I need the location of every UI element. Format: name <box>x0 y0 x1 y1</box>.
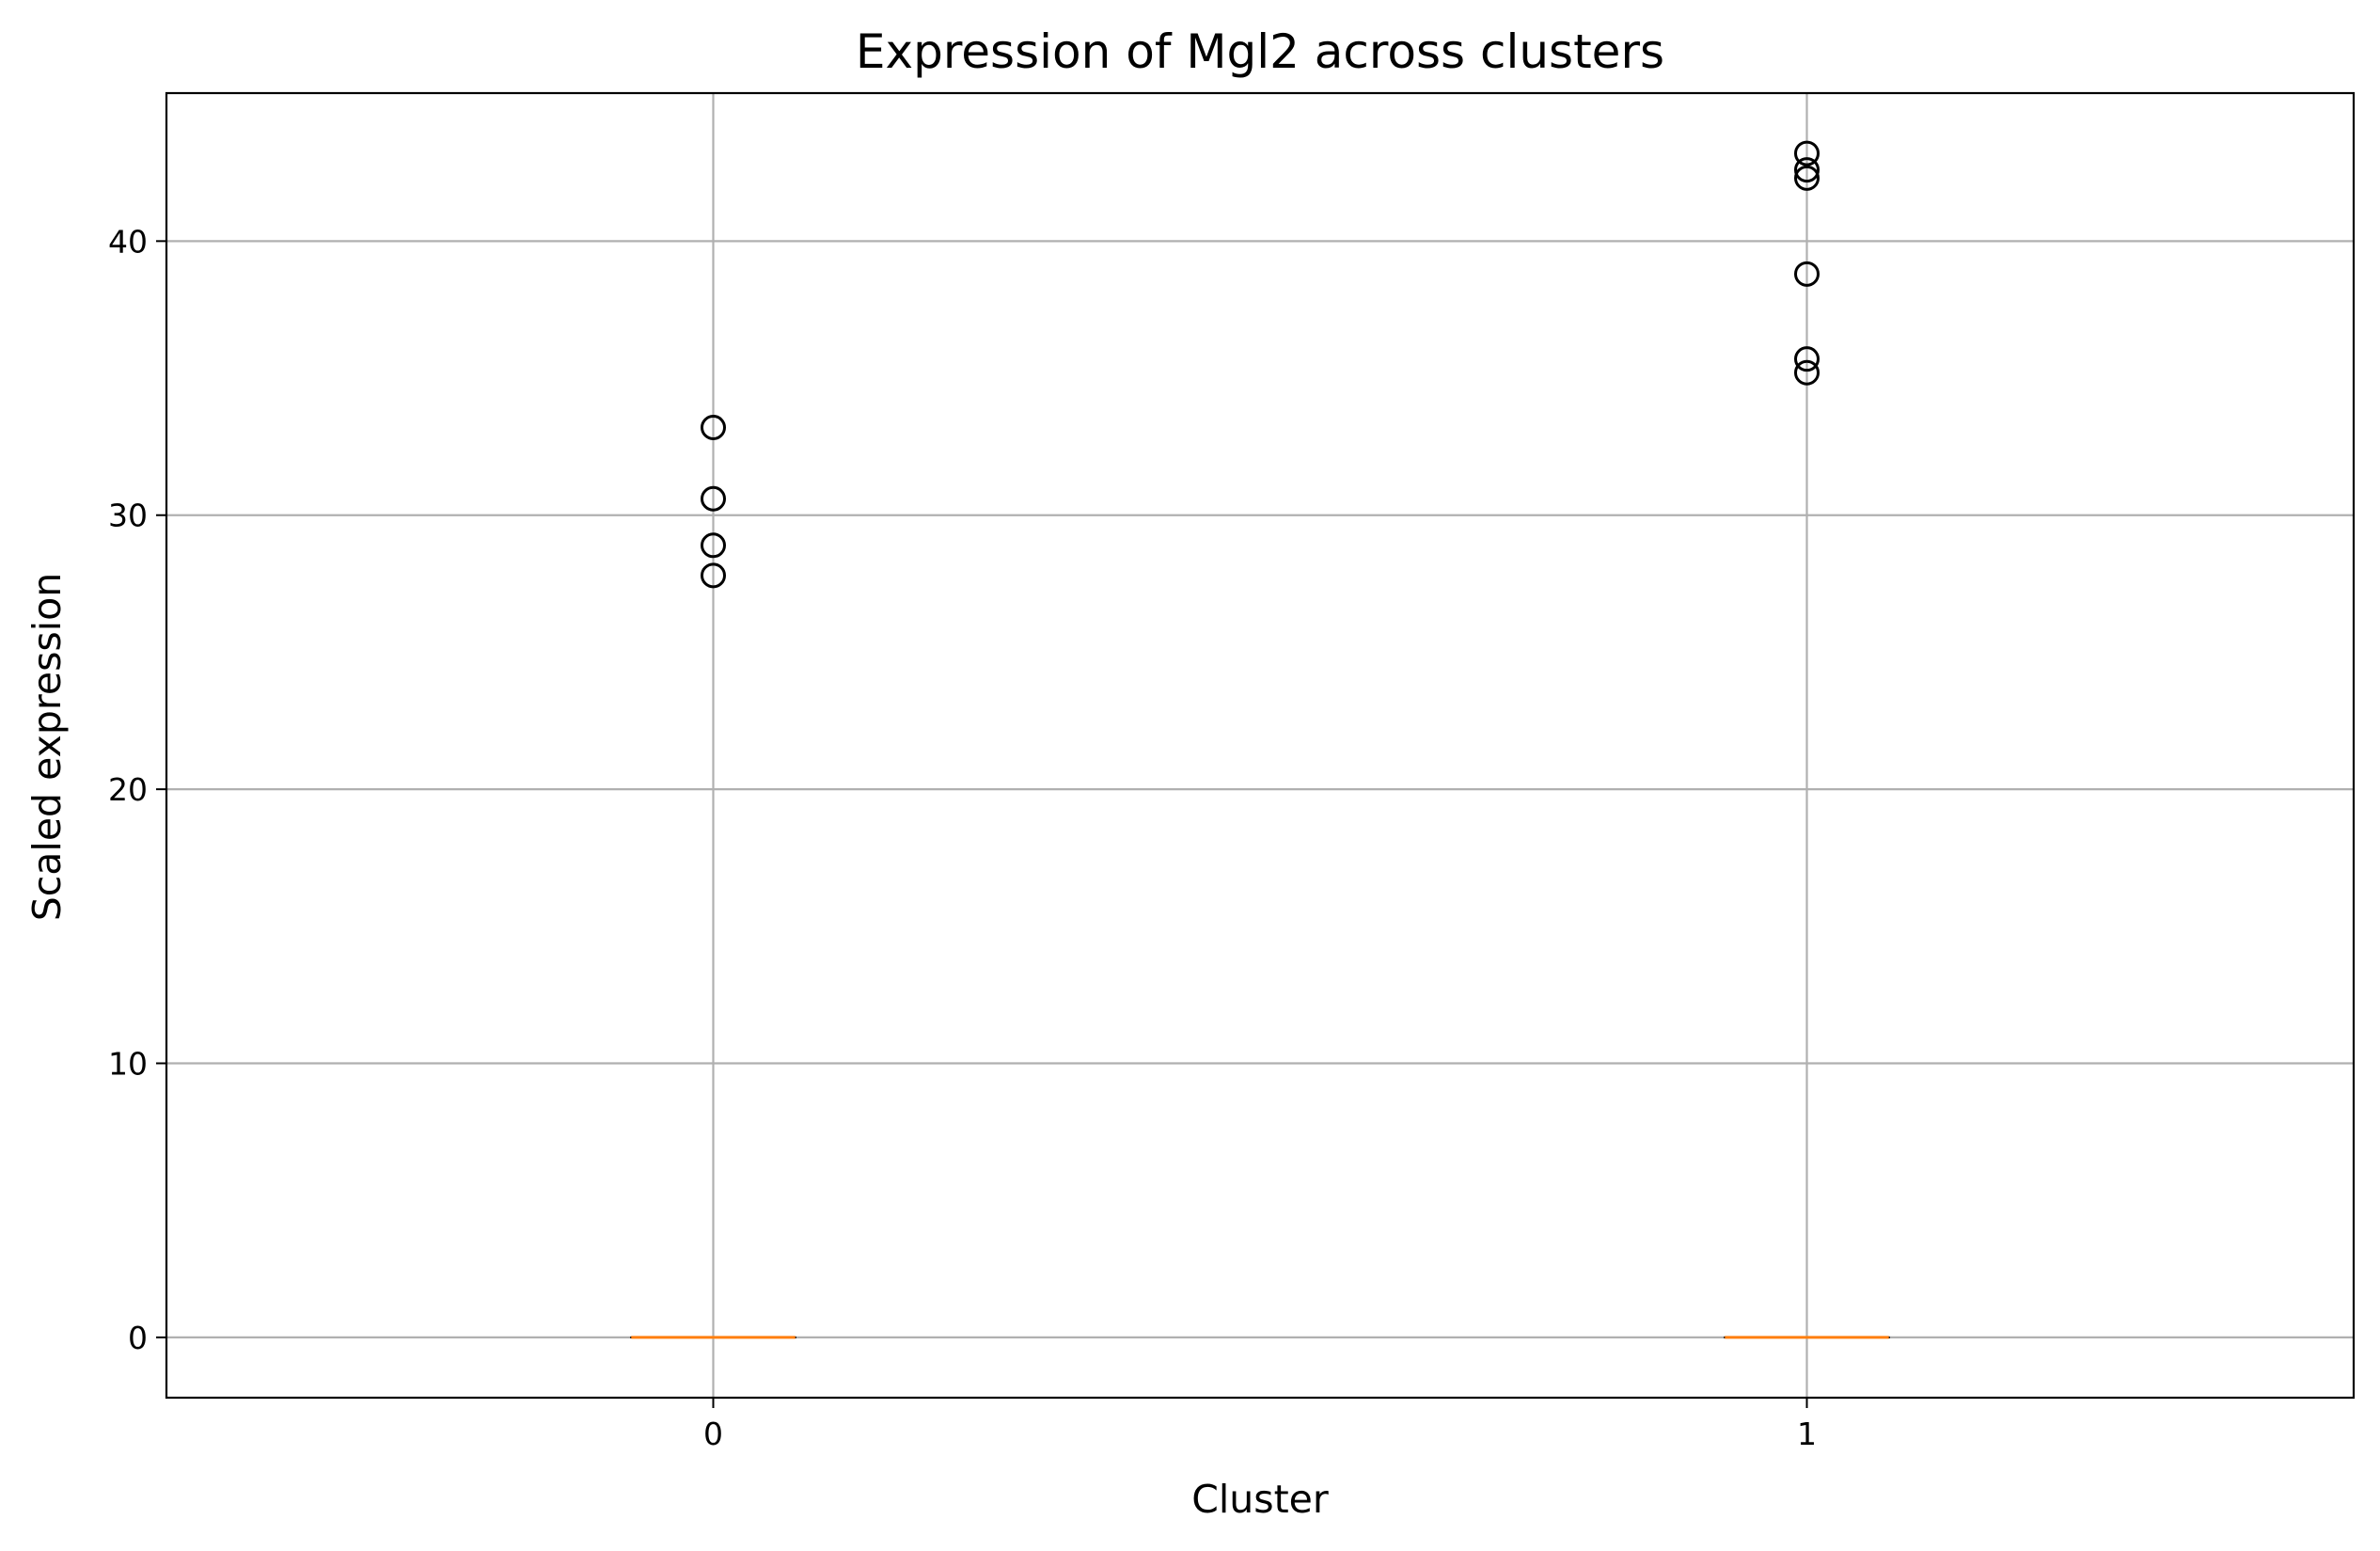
x-axis-label: Cluster <box>1191 1477 1329 1522</box>
y-tick-label: 10 <box>108 1046 148 1083</box>
y-axis-label: Scaled expression <box>24 573 70 922</box>
outlier-point <box>1794 261 1820 287</box>
chart-title: Expression of Mgl2 across clusters <box>856 24 1664 79</box>
plot-frame <box>165 91 2356 1400</box>
grid-lines <box>166 93 2354 1398</box>
outlier-point <box>701 414 726 440</box>
outlier-point <box>701 485 726 512</box>
outliers <box>701 140 1820 589</box>
outlier-point <box>701 532 726 559</box>
outlier-point <box>1794 359 1820 386</box>
y-tick-label: 30 <box>108 498 148 534</box>
x-tick-label: 1 <box>1797 1416 1817 1452</box>
y-tick-label: 20 <box>108 771 148 808</box>
y-tick-label: 0 <box>128 1320 148 1356</box>
y-tick-label: 40 <box>108 223 148 260</box>
y-axis-ticks: 0 10 20 30 40 <box>108 223 166 1356</box>
outlier-point <box>1794 346 1820 372</box>
outlier-point <box>1794 157 1820 183</box>
outlier-point <box>701 562 726 589</box>
x-tick-label: 0 <box>703 1416 723 1452</box>
outlier-point <box>1794 165 1820 191</box>
outlier-point <box>1794 140 1820 166</box>
